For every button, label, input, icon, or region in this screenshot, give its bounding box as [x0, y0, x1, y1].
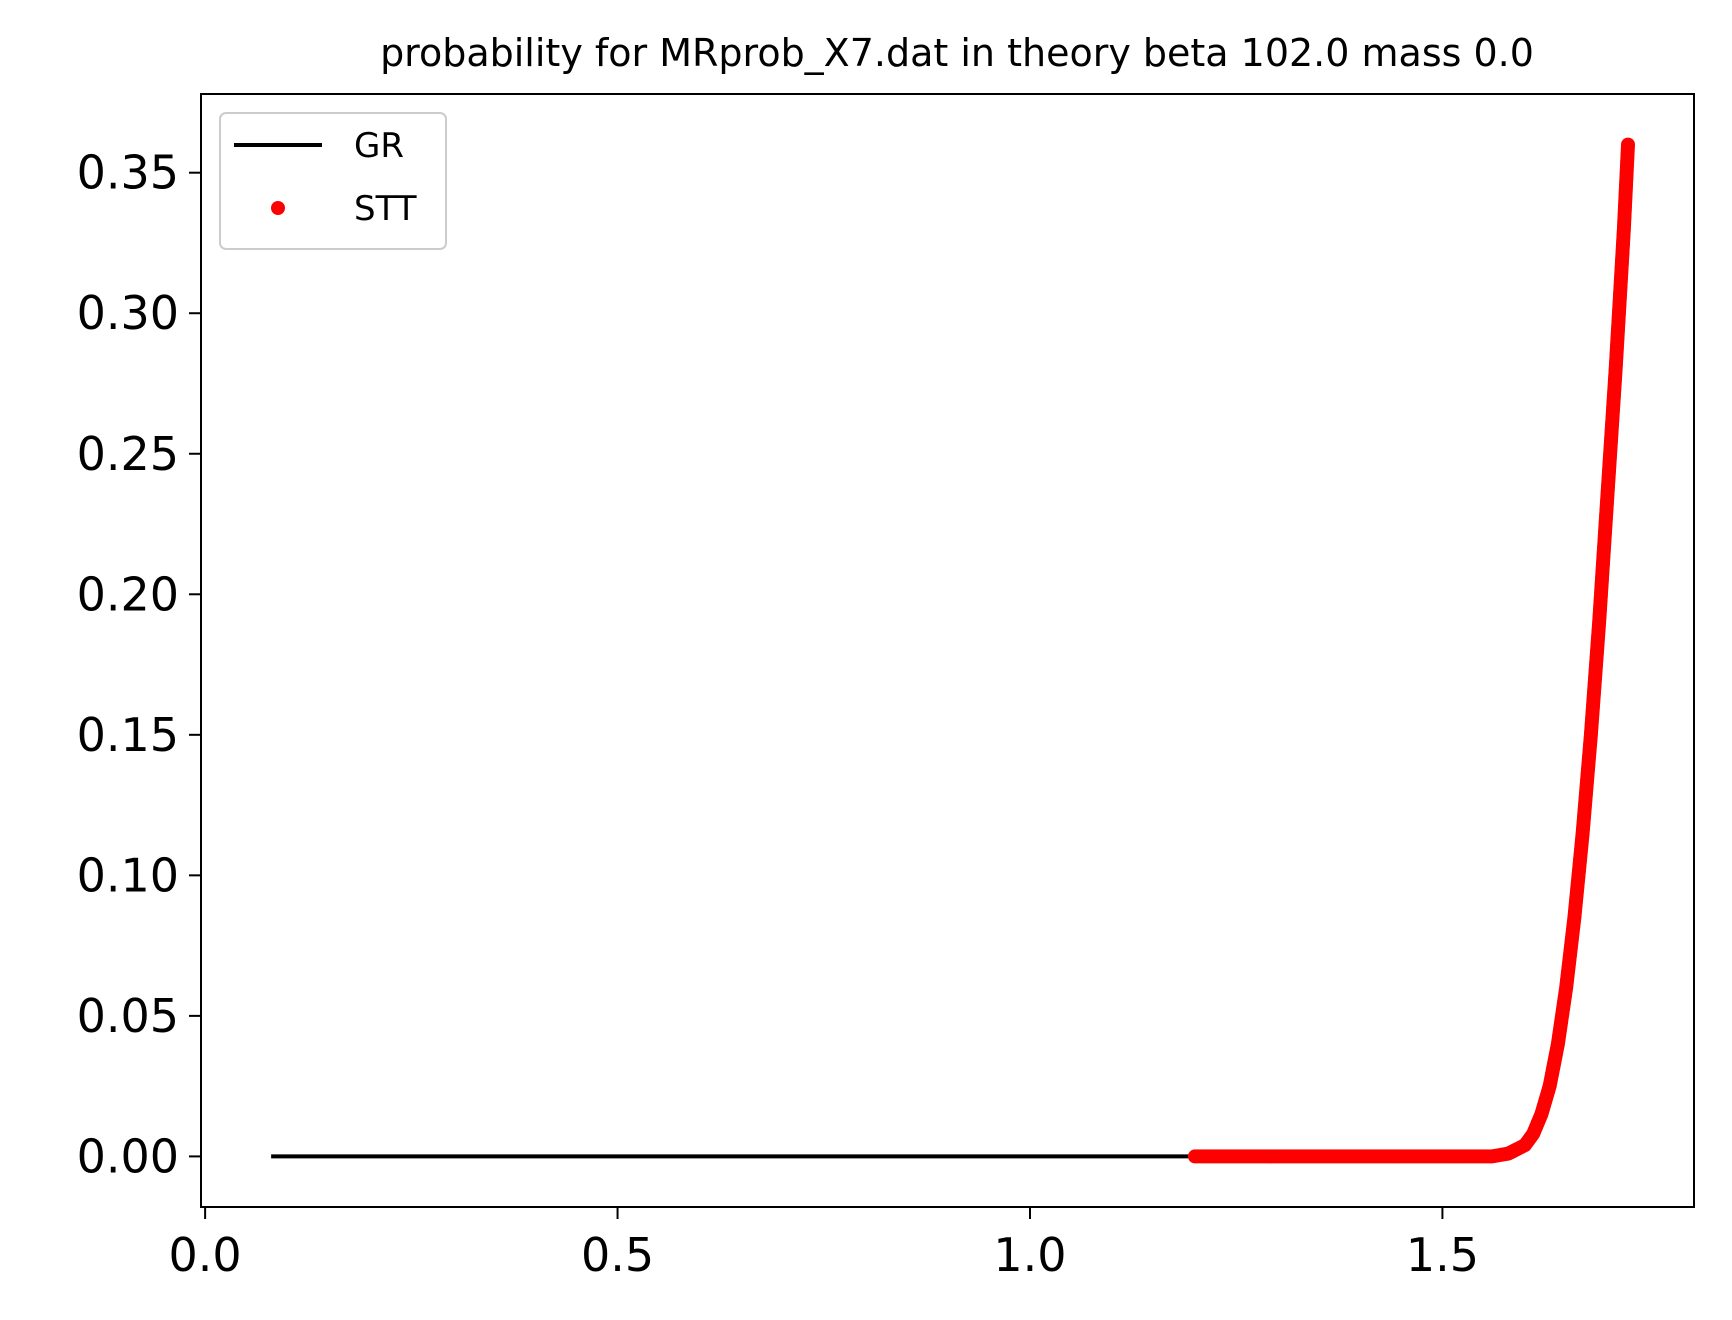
plot-area	[201, 94, 1694, 1207]
plot-frame	[200, 93, 1695, 1208]
x-tick-label: 1.0	[993, 1228, 1066, 1282]
y-tick-label: 0.20	[77, 567, 179, 621]
legend-gr-label: GR	[354, 126, 404, 166]
y-tick-label: 0.00	[77, 1129, 179, 1183]
chart-title: probability for MRprob_X7.dat in theory …	[380, 31, 1534, 75]
stt-point	[1621, 137, 1636, 152]
y-tick-label: 0.25	[77, 427, 179, 481]
x-tick-label: 1.5	[1406, 1228, 1479, 1282]
y-tick-label: 0.35	[77, 146, 179, 200]
x-tick-label: 0.0	[169, 1228, 242, 1282]
legend: GR STT	[219, 112, 447, 250]
legend-stt-label: STT	[354, 189, 417, 229]
x-axis: 0.0 0.5 1.0 1.5	[169, 1207, 1479, 1282]
y-tick-label: 0.10	[77, 848, 179, 902]
y-axis: 0.00 0.05 0.10 0.15 0.20 0.25 0.30 0.35	[77, 146, 201, 1183]
series-layer	[271, 137, 1636, 1164]
stt-series	[1187, 137, 1636, 1164]
y-tick-label: 0.30	[77, 286, 179, 340]
x-tick-label: 0.5	[581, 1228, 654, 1282]
legend-stt-swatch	[271, 201, 285, 215]
y-tick-label: 0.15	[77, 708, 179, 762]
y-tick-label: 0.05	[77, 989, 179, 1043]
